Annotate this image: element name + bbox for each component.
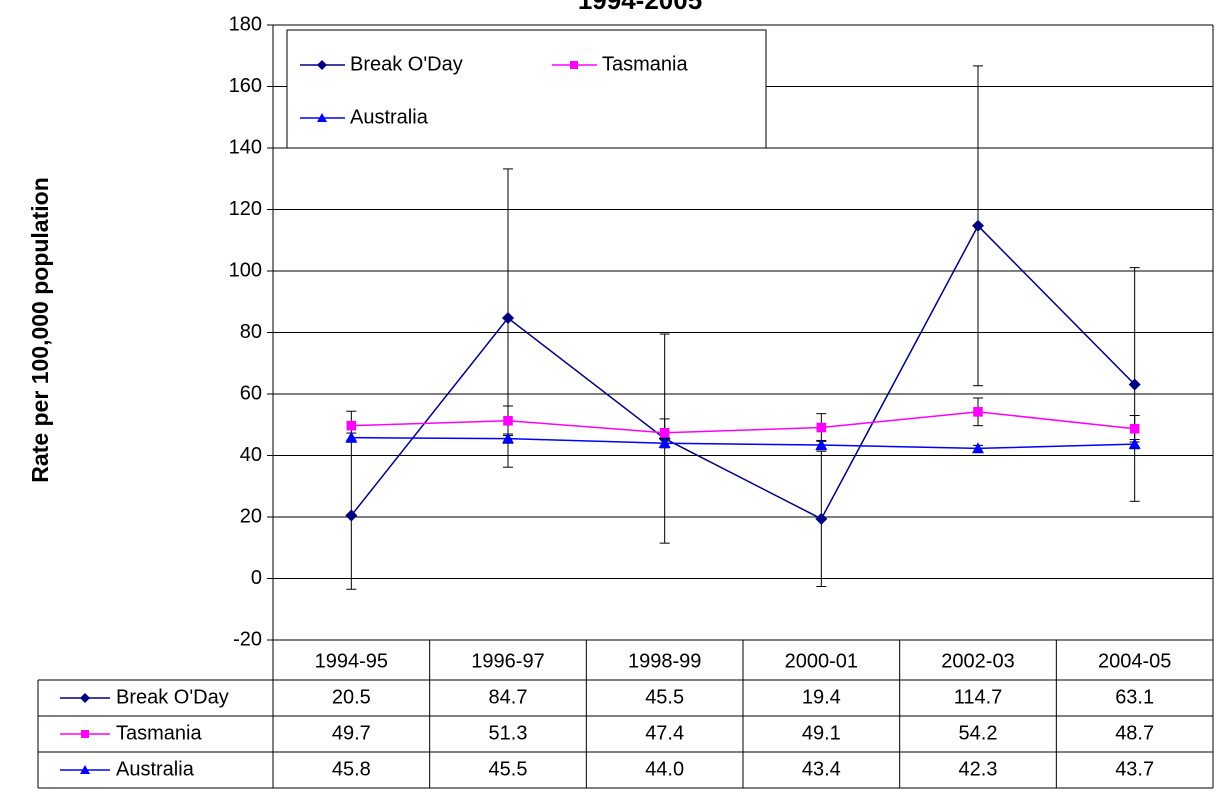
y-tick-label: 100 [229,259,262,281]
table-value: 49.7 [332,722,371,744]
marker [816,422,827,433]
table-series-name: Break O'Day [116,686,229,708]
marker [317,60,327,70]
legend-label: Tasmania [602,53,688,75]
marker [659,427,670,438]
marker [502,312,514,325]
marker [972,219,984,232]
marker [658,437,671,448]
chart-title: 1994-2005 [578,0,702,15]
x-tick-label: 2002-03 [941,650,1014,672]
table-value: 84.7 [489,686,528,708]
marker [972,442,984,454]
table-series-name: Tasmania [116,722,202,744]
series-line [351,411,1135,434]
marker [81,730,89,738]
marker [973,407,983,417]
table-value: 43.4 [802,758,841,780]
table-value: 45.5 [645,686,684,708]
x-tick-label: 1998-99 [628,650,701,672]
table-value: 63.1 [1115,686,1154,708]
table-series-name: Australia [116,758,195,780]
table-value: 47.4 [645,722,684,744]
marker [570,61,578,69]
y-tick-label: 20 [240,505,262,527]
y-tick-label: 60 [240,382,262,404]
legend-label: Australia [350,106,429,128]
y-axis-title: Rate per 100,000 population [27,177,53,482]
legend-box [286,29,767,149]
marker [80,765,90,774]
table-value: 20.5 [332,686,371,708]
series-line [350,224,1136,520]
table-value: 51.3 [489,722,528,744]
table-value: 54.2 [959,722,998,744]
marker [815,439,828,450]
marker [345,431,358,443]
table-value: 45.5 [489,758,528,780]
series-line [351,436,1135,450]
table-value: 45.8 [332,758,371,780]
marker [1128,378,1141,391]
table-value: 44.0 [645,758,684,780]
x-tick-label: 1994-95 [315,650,388,672]
table-value: 43.7 [1115,758,1154,780]
legend-label: Break O'Day [350,53,463,75]
x-tick-label: 2000-01 [785,650,858,672]
table-value: 48.7 [1115,722,1154,744]
marker [502,432,514,444]
y-tick-label: 80 [240,321,262,343]
marker [317,113,327,122]
table-value: 114.7 [954,686,1003,708]
y-tick-label: 120 [229,198,262,220]
table-value: 19.4 [802,686,841,708]
y-tick-label: 160 [229,75,262,97]
marker [1129,423,1140,434]
y-tick-label: 140 [229,136,262,158]
table-value: 49.1 [802,722,841,744]
marker [1128,438,1141,449]
marker [346,420,357,431]
y-tick-label: 40 [240,444,262,466]
marker [345,509,358,522]
marker [80,693,90,703]
marker [503,415,513,426]
y-tick-label: 180 [229,13,262,35]
y-tick-label: 0 [251,567,262,589]
x-tick-label: 2004-05 [1098,650,1171,672]
y-tick-label: -20 [233,628,262,650]
table-value: 42.3 [959,758,998,780]
x-tick-label: 1996-97 [471,650,544,672]
marker [815,512,828,525]
